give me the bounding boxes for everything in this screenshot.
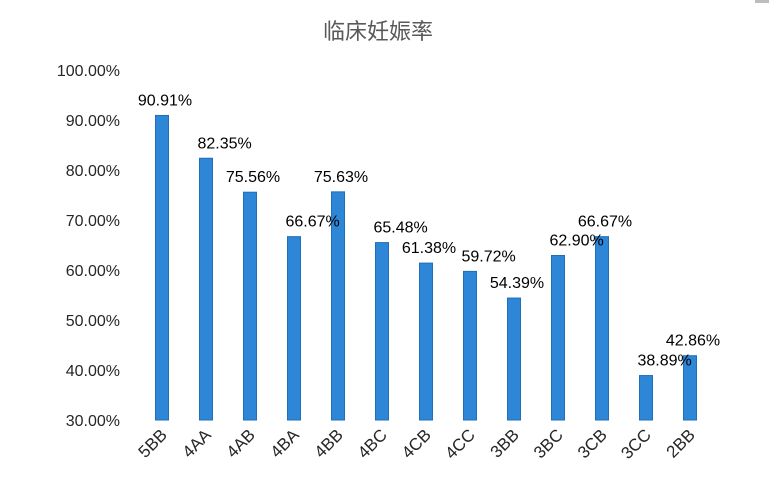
bar: [551, 255, 565, 421]
y-tick-label: 60.00%: [66, 263, 120, 280]
bar: [463, 270, 477, 421]
bar: [419, 262, 433, 421]
bar: [199, 157, 213, 421]
bars: [155, 114, 697, 421]
data-label: 62.90%: [550, 233, 604, 250]
y-axis-ticks: 30.00% 40.00% 50.00% 60.00% 70.00% 80.00% 90.0…: [57, 63, 120, 430]
y-tick-label: 40.00%: [66, 363, 120, 380]
data-labels: 90.91% 82.35% 75.56% 66.67% 75.63% 65.48% 61.3…: [138, 92, 720, 369]
x-tick-label: 3BB: [487, 425, 523, 461]
x-tick-label: 4CB: [398, 425, 435, 462]
x-tick-label: 3CB: [574, 425, 611, 462]
data-label: 75.56%: [226, 169, 280, 186]
bar: [639, 375, 653, 421]
x-tick-label: 4AB: [223, 425, 259, 461]
data-label: 54.39%: [490, 275, 544, 292]
data-label: 90.91%: [138, 92, 192, 109]
x-tick-label: 3CC: [617, 425, 654, 462]
data-label: 42.86%: [666, 333, 720, 350]
bar: [287, 236, 301, 421]
bar: [683, 355, 697, 421]
y-tick-label: 70.00%: [66, 213, 120, 230]
bar: [155, 114, 169, 421]
x-tick-label: 4BC: [354, 425, 391, 462]
x-tick-label: 2BB: [663, 425, 699, 461]
y-tick-label: 100.00%: [57, 63, 120, 80]
bar: [375, 242, 389, 421]
data-label: 65.48%: [374, 220, 428, 237]
corner-mark: [755, 0, 769, 3]
data-label: 66.67%: [578, 214, 632, 231]
y-tick-label: 80.00%: [66, 163, 120, 180]
data-label: 66.67%: [286, 214, 340, 231]
y-tick-label: 30.00%: [66, 413, 120, 430]
data-label: 82.35%: [198, 135, 252, 152]
x-tick-label: 4BA: [267, 425, 304, 462]
x-axis-labels: 5BB 4AA 4AB 4BA 4BB 4BC 4CB 4CC 3BB 3BC 3CB 3CC 2BB: [135, 425, 699, 463]
bar: [507, 297, 521, 421]
bar: [595, 236, 609, 421]
x-tick-label: 5BB: [135, 425, 171, 461]
bar: [331, 191, 345, 421]
y-tick-label: 50.00%: [66, 313, 120, 330]
data-label: 38.89%: [638, 353, 692, 370]
chart-title: 临床妊娠率: [323, 20, 433, 45]
x-tick-label: 3BC: [530, 425, 567, 462]
x-tick-label: 4AA: [179, 425, 216, 462]
y-tick-label: 90.00%: [66, 113, 120, 130]
x-tick-label: 4BB: [311, 425, 347, 461]
data-label: 75.63%: [314, 169, 368, 186]
bar: [243, 191, 257, 421]
data-label: 61.38%: [402, 240, 456, 257]
x-tick-label: 4CC: [441, 425, 478, 462]
data-label: 59.72%: [462, 248, 516, 265]
